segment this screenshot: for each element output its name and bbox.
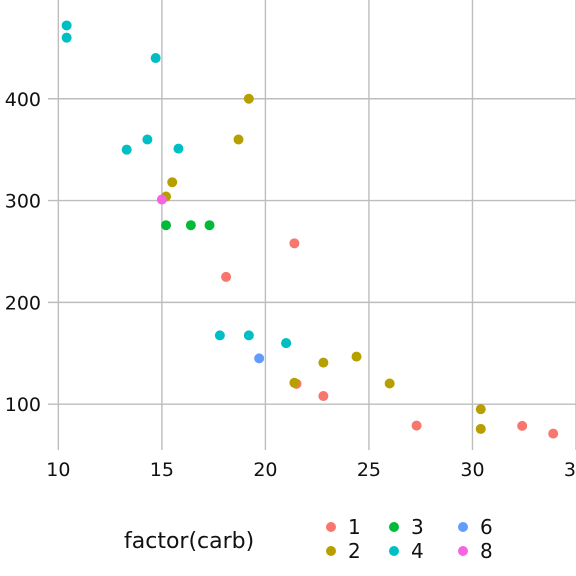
y-tick-label: 400 [5,89,41,111]
point-carb-2 [351,351,362,362]
point-carb-2 [243,93,254,104]
legend-title: factor(carb) [124,529,254,554]
legend-keys: 12 34 68 [326,515,493,563]
point-carb-2 [167,177,178,188]
legend-label-8: 8 [480,539,493,563]
legend-key-3 [389,522,399,532]
legend-key-8 [458,546,468,556]
legend-label-2: 2 [348,539,361,563]
point-carb-2 [318,357,329,368]
data-points [61,20,559,439]
point-carb-1 [318,391,329,402]
point-carb-2 [233,134,244,145]
legend-label-3: 3 [411,515,424,539]
point-carb-4 [243,330,254,341]
legend-label-4: 4 [411,539,424,563]
point-carb-2 [475,423,486,434]
y-tick-label: 200 [5,292,41,314]
x-tick-label: 20 [253,459,277,481]
point-carb-8 [156,194,167,205]
legend-key-1 [326,522,336,532]
y-axis-tick-labels: 100 200 300 400 [5,89,41,416]
point-carb-1 [411,420,422,431]
legend: factor(carb) 12 34 68 [124,515,493,563]
legend-key-4 [389,546,399,556]
point-carb-4 [142,134,153,145]
point-carb-4 [173,143,184,154]
point-carb-1 [548,428,559,439]
x-tick-label: 25 [357,459,381,481]
x-tick-label: 15 [150,459,174,481]
legend-label-6: 6 [480,515,493,539]
point-carb-3 [204,220,215,231]
point-carb-4 [121,144,132,155]
y-tick-label: 300 [5,191,41,213]
legend-key-6 [458,522,468,532]
point-carb-2 [289,377,300,388]
x-tick-label: 30 [460,459,484,481]
point-carb-6 [254,353,265,364]
y-tick-label: 100 [5,394,41,416]
legend-key-2 [326,546,336,556]
point-carb-1 [517,420,528,431]
point-carb-1 [221,271,232,282]
point-carb-4 [61,20,72,31]
point-carb-4 [150,53,161,64]
x-axis-tick-labels: 10 15 20 25 30 35 [46,459,576,481]
point-carb-4 [281,338,292,349]
legend-label-1: 1 [348,515,361,539]
point-carb-2 [384,378,395,389]
point-carb-2 [475,404,486,415]
x-tick-label: 35 [564,459,576,481]
point-carb-4 [214,330,225,341]
point-carb-4 [61,32,72,43]
point-carb-1 [289,238,300,249]
point-carb-3 [161,220,172,231]
point-carb-3 [185,220,196,231]
x-tick-label: 10 [46,459,70,481]
grid-lines [48,0,576,450]
